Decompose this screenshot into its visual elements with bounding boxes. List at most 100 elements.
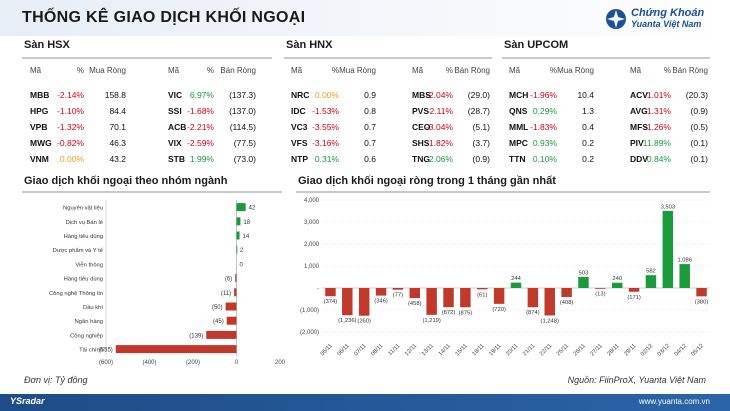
- daily-bar: [493, 288, 505, 304]
- column-header: Mã: [30, 66, 42, 75]
- x-tick-label: 28/11: [606, 343, 620, 357]
- buy-ticker: VPB: [30, 122, 48, 132]
- tick-label: 200: [275, 360, 286, 366]
- sell-value: (28.7): [467, 106, 490, 116]
- sector-bar: [206, 330, 237, 339]
- data-label: (1,236): [338, 318, 356, 324]
- column-header: Mã: [630, 66, 642, 75]
- category-label: Ngân hàng: [75, 319, 103, 325]
- tick-label: 0: [235, 360, 239, 366]
- footer-bar: YSradar www.yuanta.com.vn: [0, 394, 730, 411]
- sell-ticker: TNG: [412, 154, 430, 164]
- sector-bar: [236, 231, 240, 240]
- x-tick-label: 29/11: [623, 343, 637, 357]
- category-label: Dược phẩm và Y tế: [53, 247, 104, 254]
- buy-ticker: NRC: [291, 90, 310, 100]
- column-header: Bán Ròng: [454, 66, 490, 75]
- daily-bar: [696, 288, 707, 297]
- buy-value: 0.7: [364, 138, 376, 148]
- yuanta-logo: Chứng Khoán Yuanta Việt Nam: [604, 5, 724, 33]
- x-tick-label: 22/11: [539, 343, 553, 357]
- tick-label: (600): [99, 360, 113, 366]
- sector-bar: [236, 203, 246, 212]
- column-header: %: [445, 66, 453, 75]
- buy-value: 0.4: [582, 122, 594, 132]
- sell-pct: -1.68%: [187, 106, 214, 116]
- column-header: Mã: [412, 66, 424, 75]
- sector-section-title: Giao dịch khối ngoại theo nhóm ngành: [22, 175, 282, 193]
- data-label: 14: [243, 234, 250, 240]
- buy-pct: 0.00%: [59, 154, 84, 164]
- buy-value: 0.7: [364, 122, 376, 132]
- data-label: 2: [240, 248, 244, 254]
- data-label: (346): [374, 299, 388, 305]
- footer-url[interactable]: www.yuanta.com.vn: [638, 397, 710, 406]
- daily-bar: [342, 288, 353, 316]
- sell-value: (3.7): [472, 138, 490, 148]
- column-header: Mua Ròng: [557, 66, 594, 75]
- x-tick-label: 03/12: [657, 343, 672, 358]
- data-label: (555): [99, 348, 113, 354]
- daily-bar: [544, 288, 555, 316]
- buy-value: 0.8: [364, 106, 376, 116]
- x-tick-label: 27/11: [590, 343, 604, 357]
- data-label: (1,248): [541, 318, 559, 324]
- column-header: Mã: [509, 66, 521, 75]
- data-label: (139): [189, 333, 203, 339]
- buy-pct: -1.53%: [312, 106, 339, 116]
- daily-bar: [662, 210, 674, 288]
- sell-pct: -1.31%: [644, 106, 671, 116]
- sell-ticker: ACV: [630, 90, 648, 100]
- category-label: Công nghệ Thông tin: [49, 291, 103, 297]
- data-label: 3,503: [661, 204, 676, 210]
- buy-pct: -3.55%: [312, 122, 339, 132]
- buy-pct: -1.83%: [530, 122, 557, 132]
- logo-text-line1: Chứng Khoán: [631, 7, 705, 19]
- buy-ticker: VC3: [291, 122, 308, 132]
- daily-bar: [628, 288, 640, 292]
- column-header: %: [76, 66, 84, 75]
- column-header: Mã: [168, 66, 180, 75]
- x-tick-label: 08/11: [370, 343, 384, 357]
- sell-ticker: SHS: [412, 138, 430, 148]
- x-tick-label: 18/11: [471, 343, 485, 357]
- data-label: 244: [511, 276, 521, 282]
- buy-ticker: MWG: [30, 138, 52, 148]
- page-title: THỐNG KÊ GIAO DỊCH KHỐI NGOẠI: [22, 9, 306, 26]
- category-label: Hàng tiêu dùng: [64, 277, 103, 283]
- data-label: (77): [393, 293, 403, 299]
- column-header: Mua Ròng: [89, 66, 126, 75]
- sell-value: (5.1): [472, 122, 490, 132]
- daily-bar: [392, 288, 404, 290]
- data-label: (11): [221, 291, 231, 297]
- buy-pct: 0.31%: [314, 154, 339, 164]
- column-header: Mã: [291, 66, 303, 75]
- daily-bar: [426, 288, 437, 315]
- sell-pct: 0.84%: [646, 154, 671, 164]
- daily-bar: [510, 282, 522, 288]
- column-header: %: [206, 66, 214, 75]
- data-label: (374): [324, 299, 338, 305]
- daily-bar: [611, 282, 623, 288]
- buy-ticker: VFS: [291, 138, 308, 148]
- tick-label: (200): [186, 360, 200, 366]
- daily-bar: [325, 288, 336, 297]
- daily-bar: [578, 276, 589, 288]
- sell-value: (114.5): [229, 122, 256, 132]
- sector-bar: [236, 245, 238, 254]
- buy-pct: -1.32%: [57, 122, 84, 132]
- daily-bar: [645, 275, 657, 288]
- footer-brand: YSradar: [10, 396, 45, 406]
- column-header: Bán Ròng: [672, 66, 708, 75]
- buy-ticker: IDC: [291, 106, 306, 116]
- x-tick-label: 25/11: [556, 343, 570, 357]
- sell-ticker: PIV: [630, 138, 644, 148]
- data-label: (50): [212, 305, 223, 311]
- y-tick-label: -: [317, 286, 319, 292]
- column-header: Bán Ròng: [220, 66, 256, 75]
- data-label: 240: [612, 276, 622, 282]
- sector-bar: [225, 302, 237, 311]
- sell-ticker: AVG: [630, 106, 648, 116]
- sell-pct: -3.04%: [426, 122, 453, 132]
- unit-note: Đơn vị: Tỷ đồng: [24, 375, 88, 385]
